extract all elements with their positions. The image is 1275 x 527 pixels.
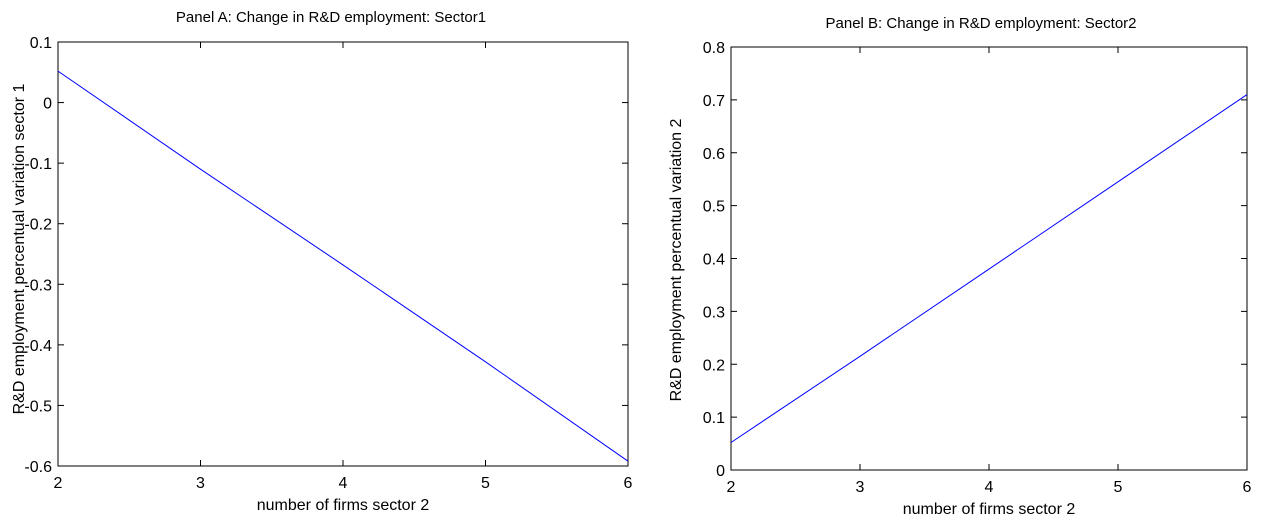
panel-b-chart: Panel B: Change in R&D employment: Secto… [668, 15, 1252, 518]
series-line [57, 70, 629, 462]
x-tick-label: 6 [624, 475, 633, 492]
x-tick-label: 5 [481, 475, 490, 492]
chart-title: Panel B: Change in R&D employment: Secto… [826, 15, 1137, 32]
y-tick-label: -0.2 [24, 217, 52, 234]
x-tick-label: 4 [339, 475, 348, 492]
y-tick-label: 0.1 [703, 410, 725, 427]
series-line [730, 94, 1248, 443]
x-tick-label: 3 [196, 475, 205, 492]
y-tick-label: 0.2 [703, 357, 725, 374]
x-axis-label: number of firms sector 2 [903, 501, 1076, 518]
y-tick-label: 0.8 [703, 40, 725, 57]
x-tick-label: 3 [856, 479, 865, 496]
y-tick-label: -0.6 [24, 459, 52, 476]
y-tick-label: 0 [716, 463, 725, 480]
x-tick-label: 4 [985, 479, 994, 496]
x-tick-label: 2 [54, 475, 63, 492]
x-tick-label: 6 [1243, 479, 1252, 496]
y-tick-label: 0.5 [703, 199, 725, 216]
x-tick-label: 5 [1114, 479, 1123, 496]
x-tick-label: 2 [727, 479, 736, 496]
panel-a-chart: Panel A: Change in R&D employment: Secto… [11, 9, 633, 514]
y-tick-label: 0.3 [703, 304, 725, 321]
chart-title: Panel A: Change in R&D employment: Secto… [176, 9, 486, 26]
y-tick-label: -0.4 [24, 338, 52, 355]
y-tick-label: 0.1 [30, 35, 52, 52]
y-tick-label: 0.6 [703, 146, 725, 163]
y-tick-label: 0.7 [703, 93, 725, 110]
plot-frame [57, 41, 629, 467]
y-tick-label: 0 [43, 96, 52, 113]
y-tick-label: 0.4 [703, 252, 725, 269]
y-tick-label: -0.3 [24, 277, 52, 294]
y-axis-label: R&D employment percentual variation sect… [11, 83, 28, 414]
plot-frame [730, 46, 1248, 471]
y-axis-label: R&D employment percentual variation 2 [668, 119, 685, 402]
y-tick-label: -0.5 [24, 398, 52, 415]
x-axis-label: number of firms sector 2 [257, 497, 430, 514]
y-tick-label: -0.1 [24, 156, 52, 173]
